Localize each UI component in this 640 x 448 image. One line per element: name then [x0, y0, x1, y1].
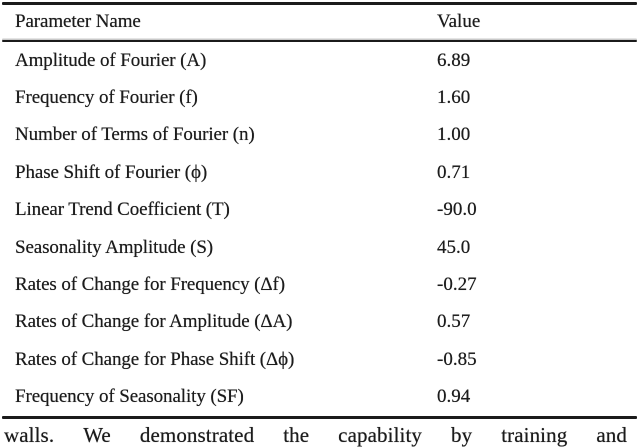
parameter-name-cell: Rates of Change for Amplitude (ΔA): [15, 311, 293, 333]
body-word: and: [596, 423, 627, 447]
table-header-rule: [2, 39, 637, 43]
body-word: by: [450, 423, 473, 447]
parameter-name-cell: Number of Terms of Fourier (n): [15, 124, 255, 146]
column-header-value: Value: [437, 10, 481, 32]
body-word: walls.: [4, 423, 55, 447]
parameter-name-cell: Linear Trend Coefficient (T): [15, 199, 230, 221]
parameter-value-cell: 45.0: [437, 236, 471, 258]
body-word: capability: [338, 423, 422, 447]
table-row: Rates of Change for Frequency (Δf) -0.27: [0, 266, 640, 303]
parameter-value-cell: 1.60: [437, 87, 471, 109]
parameter-name-cell: Rates of Change for Phase Shift (Δϕ): [15, 348, 295, 370]
body-text-line: walls. We demonstrated the capability by…: [4, 422, 627, 448]
table-row: Seasonality Amplitude (S) 45.0: [0, 229, 640, 266]
parameter-value-cell: 0.57: [437, 311, 471, 333]
parameter-name-cell: Phase Shift of Fourier (ϕ): [15, 161, 208, 183]
table-bottom-rule: [2, 416, 637, 419]
parameter-value-cell: -0.27: [437, 274, 477, 296]
body-word: the: [283, 423, 310, 447]
parameter-name-cell: Frequency of Fourier (f): [15, 87, 198, 109]
table-top-rule: [2, 2, 637, 5]
table-row: Frequency of Seasonality (SF) 0.94: [0, 379, 640, 416]
table-row: Amplitude of Fourier (A) 6.89: [0, 42, 640, 79]
table-header-row: Parameter Name Value: [0, 4, 640, 39]
table-row: Rates of Change for Phase Shift (Δϕ) -0.…: [0, 341, 640, 378]
body-word: demonstrated: [139, 423, 255, 447]
table-row: Linear Trend Coefficient (T) -90.0: [0, 192, 640, 229]
parameter-value-cell: -0.85: [437, 348, 477, 370]
parameter-value-cell: 0.94: [437, 386, 471, 408]
parameter-name-cell: Frequency of Seasonality (SF): [15, 386, 244, 408]
parameter-value-cell: 6.89: [437, 49, 471, 71]
parameter-name-cell: Amplitude of Fourier (A): [15, 49, 207, 71]
table-row: Frequency of Fourier (f) 1.60: [0, 79, 640, 116]
parameter-value-cell: 0.71: [437, 161, 471, 183]
parameter-value-cell: 1.00: [437, 124, 471, 146]
table-body: Amplitude of Fourier (A) 6.89 Frequency …: [0, 42, 640, 416]
table-row: Number of Terms of Fourier (n) 1.00: [0, 117, 640, 154]
parameter-name-cell: Rates of Change for Frequency (Δf): [15, 274, 285, 296]
table-row: Phase Shift of Fourier (ϕ) 0.71: [0, 154, 640, 191]
column-header-parameter-name: Parameter Name: [15, 10, 141, 32]
parameter-value-cell: -90.0: [437, 199, 477, 221]
body-word: We: [83, 423, 111, 447]
table-row: Rates of Change for Amplitude (ΔA) 0.57: [0, 304, 640, 341]
parameter-name-cell: Seasonality Amplitude (S): [15, 236, 214, 258]
body-word: training: [501, 423, 568, 447]
